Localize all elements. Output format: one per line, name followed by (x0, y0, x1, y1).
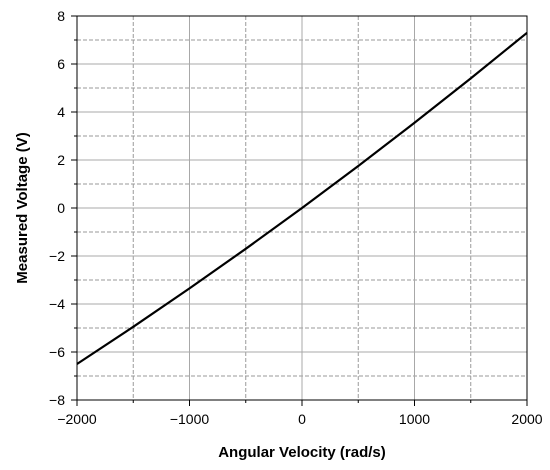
y-tick-label: −2 (49, 248, 65, 264)
x-tick-label: 1000 (399, 411, 430, 427)
series-line (76, 31, 528, 365)
y-tick-label: 6 (57, 56, 65, 72)
x-tick-label: −2000 (57, 411, 97, 427)
x-tick-label: 0 (298, 411, 306, 427)
y-tick-label: −6 (49, 344, 65, 360)
y-tick-label: −8 (49, 392, 65, 408)
x-axis-title: Angular Velocity (rad/s) (218, 444, 386, 461)
y-axis-tick-labels: −8 −6 −4 −2 0 2 4 6 8 (49, 8, 65, 408)
y-axis-title: Measured Voltage (V) (14, 132, 31, 283)
axis-ticks (71, 15, 528, 406)
y-tick-label: 4 (57, 104, 65, 120)
y-tick-label: −4 (49, 296, 65, 312)
x-tick-label: −1000 (170, 411, 210, 427)
y-tick-label: 8 (57, 8, 65, 24)
y-tick-label: 0 (57, 200, 65, 216)
x-axis-tick-labels: −2000 −1000 0 1000 2000 (57, 411, 542, 427)
y-tick-label: 2 (57, 152, 65, 168)
x-tick-label: 2000 (511, 411, 542, 427)
series-layer (76, 31, 528, 365)
